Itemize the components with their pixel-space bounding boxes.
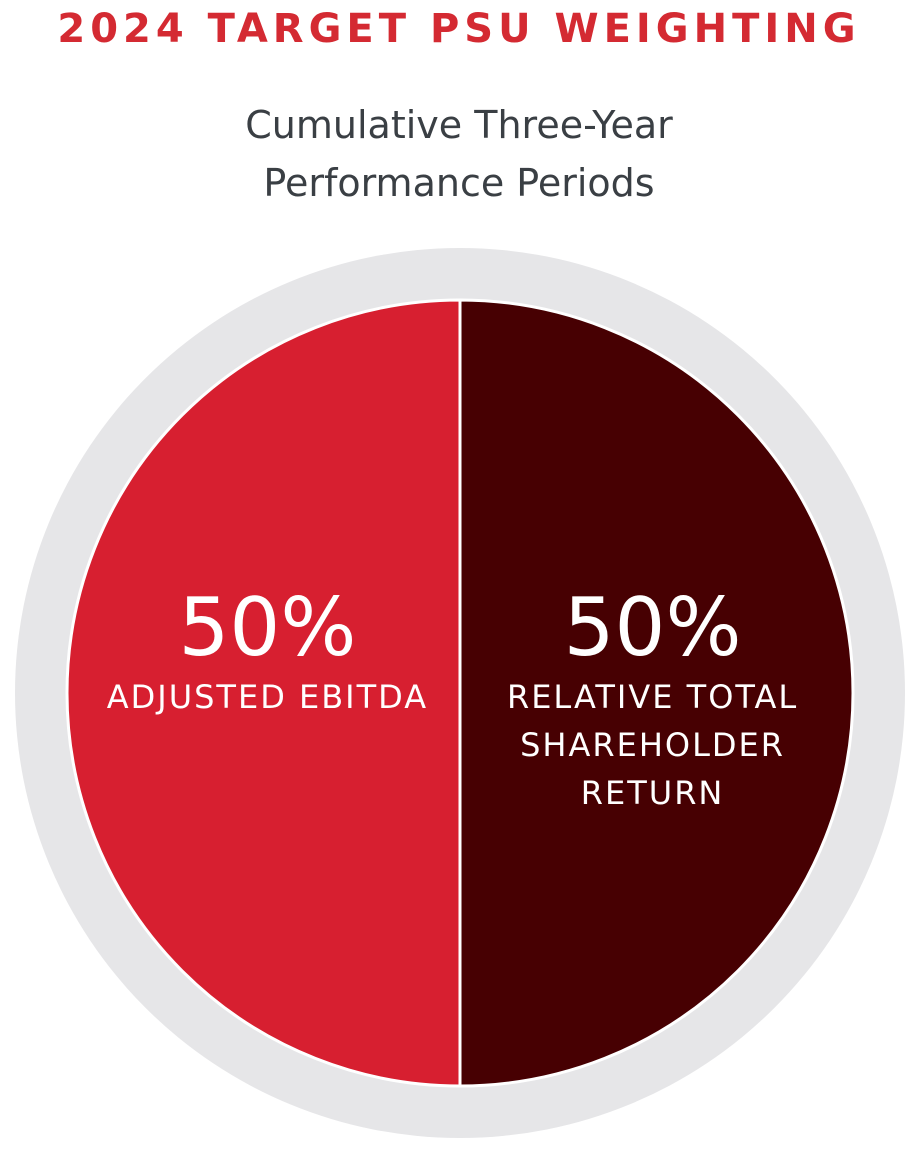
value-label: 50% (563, 581, 742, 674)
pie-slice (65, 298, 462, 1088)
category-label: RELATIVE TOTAL SHAREHOLDER RETURN (506, 678, 799, 812)
chart-subtitle: Cumulative Three-Year Performance Period… (245, 103, 673, 205)
pie-slice (458, 298, 855, 1088)
category-label: ADJUSTED EBITDA (106, 678, 429, 716)
value-label: 50% (178, 581, 357, 674)
chart-title: 2024 TARGET PSU WEIGHTING (57, 6, 861, 52)
